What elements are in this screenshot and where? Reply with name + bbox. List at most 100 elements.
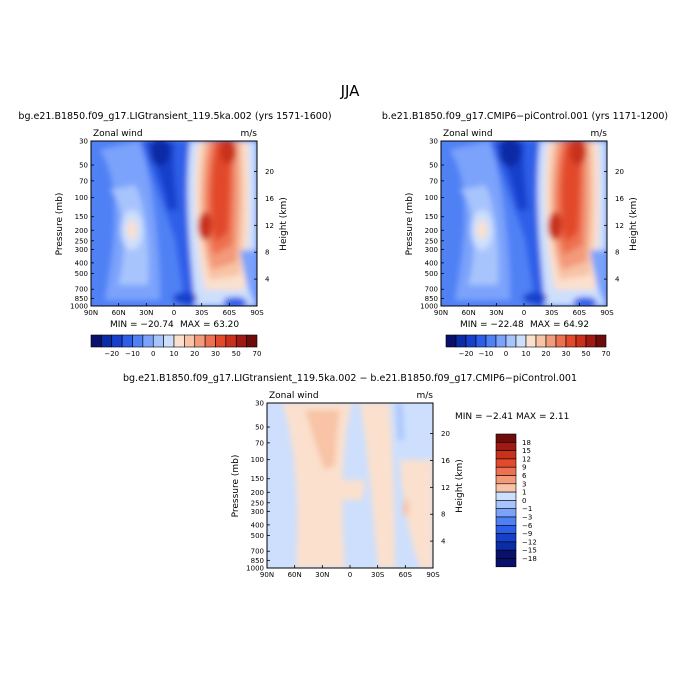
panel-diff-colorbar-box (495, 516, 517, 526)
panel-right-ytick-label: 1000 (420, 303, 438, 311)
panel-left-ytick-label: 500 (75, 270, 88, 278)
panel-left-colorbar-box (173, 334, 185, 348)
panel-diff-colorbar-box (495, 549, 517, 559)
panel-left-ytick-label: 850 (75, 295, 88, 303)
panel-diff-colorbar-box (495, 441, 517, 451)
panel-diff-ytick-label: 1000 (246, 565, 264, 573)
panel-right-colorbar-box (555, 334, 567, 348)
panel-diff-colorbar-label: −9 (522, 530, 532, 538)
panel-left-colorbar-label: −10 (125, 350, 140, 358)
panel-diff-colorbar-box (495, 475, 517, 485)
panel-right-xtick-label: 0 (522, 309, 526, 317)
panel-diff-xtick-label: 90S (426, 571, 440, 579)
panel-diff-ytick-label: 400 (251, 521, 264, 529)
panel-right-ytick-label: 100 (425, 194, 438, 202)
panel-right-xtick-label: 90S (600, 309, 614, 317)
panel-left-ylabel: Pressure (mb) (55, 193, 65, 256)
panel-right-ytick-label: 850 (425, 295, 438, 303)
panel-diff-colorbar-label: −12 (522, 538, 537, 546)
panel-diff-y2tick-label: 8 (441, 511, 445, 519)
panel-right-ytick-label: 50 (429, 162, 438, 170)
panel-left-colorbar: −20 −10 0 10 20 30 50 70 (90, 334, 261, 358)
panel-left-colorbar-box (111, 334, 123, 348)
panel-diff-xtick-label: 60N (288, 571, 302, 579)
panel-right-colorbar-box (575, 334, 587, 348)
figure-title: JJA (340, 82, 361, 100)
panel-right-colorbar-box (475, 334, 487, 348)
panel-diff-ytick-label: 30 (255, 400, 264, 408)
panel-left-ytick-label: 150 (75, 213, 88, 221)
panel-diff-colorbar-box (495, 524, 517, 534)
panel-left-colorbar-label: 20 (190, 350, 199, 358)
panel-right-y2tick-label: 16 (615, 195, 624, 203)
panel-diff-colorbar-box (495, 466, 517, 476)
panel-diff-colorbar-box (495, 508, 517, 518)
panel-left-ytick-label: 50 (79, 162, 88, 170)
panel-right-min: MIN = −22.48 (460, 320, 524, 330)
panel-diff-ytick-label: 700 (251, 548, 264, 556)
panel-left-variable-label: Zonal wind (93, 129, 143, 139)
panel-right-colorbar-label: 50 (582, 350, 591, 358)
panel-right-xtick-label: 30N (489, 309, 503, 317)
panel-left-colorbar-box (121, 334, 133, 348)
panel-diff-axes: 90N 60N 30N 0 30S 60S 90S 30 50 70 100 150 200 250300… (246, 400, 450, 580)
panel-right-colorbar-box (485, 334, 497, 348)
panel-left-units: m/s (241, 129, 258, 139)
panel-left-ytick-label: 30 (79, 138, 88, 146)
panel-diff-colorbar-label: 18 (522, 439, 531, 447)
panel-left-y2tick-label: 12 (265, 222, 274, 230)
panel-right-y2tick-label: 4 (615, 276, 620, 284)
panel-right-colorbar-box (495, 334, 507, 348)
panel-left-ytick-label: 400 (75, 259, 88, 267)
panel-right-field (441, 141, 607, 306)
panel-right-ylabel: Pressure (mb) (405, 193, 415, 256)
panel-right-axes: 90N 60N 30N 0 30S 60S 90S 30 50 70 100 150 200 250300… (420, 138, 624, 318)
panel-left-colorbar-box (90, 334, 102, 348)
panel-diff-colorbar-box (495, 541, 517, 551)
panel-diff-ytick-label: 100 (251, 456, 264, 464)
panel-diff-colorbar-label: 3 (522, 480, 526, 488)
panel-left-y2label: Height (km) (279, 197, 289, 251)
panel-left-colorbar-box (142, 334, 154, 348)
panel-diff-field (267, 403, 433, 568)
panel-diff-y2tick-label: 20 (441, 430, 450, 438)
panel-left-y2tick-label: 4 (265, 276, 270, 284)
panel-left-ytick-label: 200 (75, 227, 88, 235)
panel-diff: bg.e21.B1850.f09_g17.LIGtransient_119.5k… (123, 373, 577, 579)
panel-right-colorbar-box (535, 334, 547, 348)
panel-left-colorbar-box (225, 334, 237, 348)
panel-left-field (91, 141, 257, 306)
panel-right-ytick-label: 30 (429, 138, 438, 146)
panel-left-xtick-label: 0 (172, 309, 176, 317)
panel-left-colorbar-label: 0 (151, 350, 155, 358)
panel-left-colorbar-label: 30 (211, 350, 220, 358)
panel-right-ytick-label: 200 (425, 227, 438, 235)
panel-right-colorbar-label: −10 (479, 350, 494, 358)
panel-right-ytick-label: 300 (425, 246, 438, 254)
panel-right-y2tick-label: 8 (615, 249, 619, 257)
panel-diff-colorbar-label: 9 (522, 464, 526, 472)
panel-diff-ytick-label: 70 (255, 439, 264, 447)
panel-left-colorbar-box (101, 334, 113, 348)
panel-left-colorbar-label: 10 (170, 350, 179, 358)
panel-right-colorbar-label: 70 (602, 350, 611, 358)
panel-left-xtick-label: 60S (223, 309, 237, 317)
panel-diff-colorbar-label: −3 (522, 514, 532, 522)
panel-diff-colorbar-label: 12 (522, 455, 531, 463)
panel-diff-units: m/s (417, 391, 434, 401)
panel-right-variable-label: Zonal wind (443, 129, 493, 139)
panel-left-colorbar-box (235, 334, 247, 348)
panel-right-ytick-label: 250 (425, 237, 438, 245)
panel-left-title: bg.e21.B1850.f09_g17.LIGtransient_119.5k… (18, 111, 331, 122)
panel-diff-ytick-label: 250 (251, 499, 264, 507)
panel-diff-ylabel: Pressure (mb) (231, 455, 241, 518)
panel-left-xtick-label: 30N (139, 309, 153, 317)
panel-left-colorbar-box (194, 334, 206, 348)
panel-left-ytick-label: 300 (75, 246, 88, 254)
panel-left-colorbar-box (152, 334, 164, 348)
panel-right-colorbar-box (505, 334, 517, 348)
panel-left-xtick-label: 30S (195, 309, 209, 317)
panel-right: b.e21.B1850.f09_g17.CMIP6−piControl.001 … (382, 111, 668, 358)
panel-right-units: m/s (591, 129, 608, 139)
panel-right-colorbar-box (565, 334, 577, 348)
